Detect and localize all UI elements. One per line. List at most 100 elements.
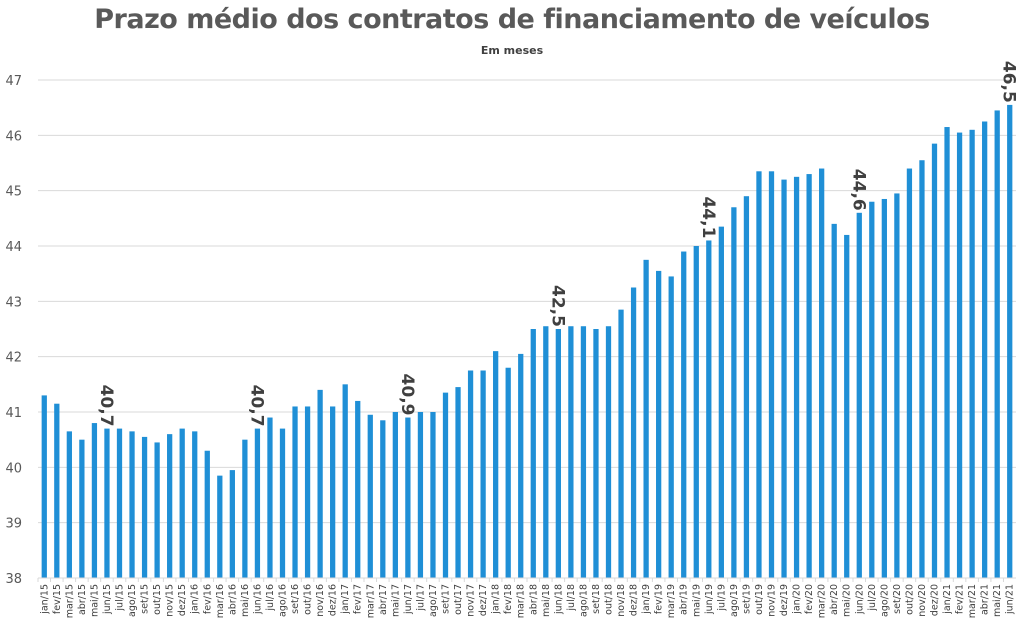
data-labels: 40,7 40,7 40,9 42,5 44,1 44,6 46,5 bbox=[96, 61, 1019, 427]
bar bbox=[217, 475, 223, 578]
data-label: 44,6 bbox=[848, 169, 868, 211]
bar bbox=[630, 287, 637, 578]
x-tick-label: fev/17 bbox=[353, 584, 364, 614]
bars bbox=[41, 104, 1013, 579]
bar bbox=[192, 431, 198, 578]
y-tick-label: 41 bbox=[5, 406, 22, 421]
bar bbox=[141, 436, 148, 578]
x-tick-label: jun/20 bbox=[854, 584, 865, 615]
x-tick-label: set/15 bbox=[140, 584, 151, 614]
x-tick-label: jan/19 bbox=[641, 584, 652, 615]
bar bbox=[467, 370, 474, 578]
bar bbox=[994, 110, 1000, 578]
x-tick-label: jun/18 bbox=[553, 584, 564, 615]
x-tick-label: dez/16 bbox=[328, 584, 339, 616]
x-tick-label: mai/15 bbox=[89, 584, 100, 617]
bar bbox=[919, 160, 925, 578]
data-label: 40,7 bbox=[246, 385, 266, 427]
x-tick-label: jun/16 bbox=[252, 584, 263, 615]
x-tick-label: jan/20 bbox=[792, 584, 803, 615]
x-tick-label: nov/15 bbox=[165, 584, 176, 617]
bar bbox=[417, 412, 424, 578]
y-tick-label: 44 bbox=[5, 240, 22, 255]
bar bbox=[104, 428, 110, 578]
bar bbox=[756, 171, 762, 579]
bar bbox=[881, 198, 887, 578]
x-tick-label: nov/19 bbox=[767, 584, 778, 617]
bar bbox=[204, 450, 210, 578]
gridlines bbox=[38, 79, 1016, 524]
bar bbox=[167, 434, 173, 578]
bar bbox=[267, 417, 273, 578]
x-tick-label: fev/20 bbox=[804, 584, 815, 614]
bar bbox=[580, 326, 587, 578]
x-tick-label: abr/21 bbox=[980, 584, 991, 615]
x-tick-label: mai/17 bbox=[390, 584, 401, 617]
bar bbox=[367, 414, 373, 578]
x-tick-label: dez/20 bbox=[930, 584, 941, 616]
bar bbox=[430, 412, 436, 578]
x-tick-label: dez/19 bbox=[779, 584, 790, 616]
bar bbox=[793, 176, 800, 579]
bar bbox=[555, 329, 561, 578]
bar bbox=[693, 246, 699, 578]
y-tick-label: 43 bbox=[5, 295, 22, 310]
x-tick-label: out/18 bbox=[604, 584, 615, 615]
bar bbox=[982, 121, 988, 578]
bar bbox=[179, 428, 185, 578]
bar bbox=[605, 326, 612, 578]
chart-title: Prazo médio dos contratos de financiamen… bbox=[94, 4, 930, 35]
bar bbox=[480, 370, 486, 578]
x-tick-label: set/20 bbox=[892, 584, 903, 614]
x-tick-label: dez/18 bbox=[629, 584, 640, 616]
x-tick-label: ago/18 bbox=[578, 584, 589, 617]
bar bbox=[442, 392, 449, 578]
bar bbox=[505, 367, 511, 578]
x-tick-label: ago/20 bbox=[879, 584, 890, 617]
x-tick-label: out/20 bbox=[904, 584, 915, 615]
bar bbox=[41, 395, 47, 578]
bar bbox=[317, 389, 323, 578]
bar bbox=[768, 171, 775, 579]
bar bbox=[643, 259, 649, 578]
bar bbox=[91, 423, 98, 578]
y-tick-label: 38 bbox=[5, 572, 22, 587]
x-tick-label: abr/15 bbox=[77, 584, 88, 615]
data-label: 40,7 bbox=[96, 385, 116, 427]
bar bbox=[79, 439, 85, 578]
bar bbox=[894, 193, 900, 578]
bar bbox=[405, 417, 411, 578]
x-tick-label: ago/19 bbox=[729, 584, 740, 617]
bar bbox=[229, 470, 235, 578]
bar bbox=[493, 351, 499, 578]
bar bbox=[455, 387, 461, 578]
x-tick-label: out/16 bbox=[303, 584, 314, 615]
x-tick-label: nov/18 bbox=[616, 584, 627, 617]
x-tick-label: set/18 bbox=[591, 584, 602, 614]
bar bbox=[618, 309, 624, 578]
x-tick-label: out/17 bbox=[453, 584, 464, 615]
bar bbox=[342, 384, 348, 578]
x-tick-label: mar/20 bbox=[817, 584, 828, 618]
x-tick-label: jan/18 bbox=[491, 584, 502, 615]
bar bbox=[380, 420, 386, 578]
bar bbox=[66, 431, 72, 578]
bar bbox=[518, 353, 524, 578]
bar bbox=[718, 226, 724, 578]
x-tick-label: mai/19 bbox=[691, 584, 702, 617]
x-tick-label: jun/21 bbox=[1005, 584, 1016, 615]
bar bbox=[242, 439, 248, 578]
x-tick-label: jul/16 bbox=[265, 584, 276, 612]
data-label: 46,5 bbox=[999, 61, 1019, 103]
x-tick-label: set/16 bbox=[290, 584, 301, 614]
x-tick-label: mar/21 bbox=[967, 584, 978, 618]
x-tick-label: nov/20 bbox=[917, 584, 928, 617]
x-tick-label: fev/19 bbox=[654, 584, 665, 614]
x-tick-label: abr/16 bbox=[227, 584, 238, 615]
x-tick-label: jan/16 bbox=[190, 584, 201, 615]
x-tick-label: abr/17 bbox=[378, 584, 389, 615]
bar bbox=[931, 143, 938, 578]
x-tick-label: jun/19 bbox=[704, 584, 715, 615]
bar bbox=[530, 329, 536, 578]
y-tick-label: 45 bbox=[5, 185, 22, 200]
